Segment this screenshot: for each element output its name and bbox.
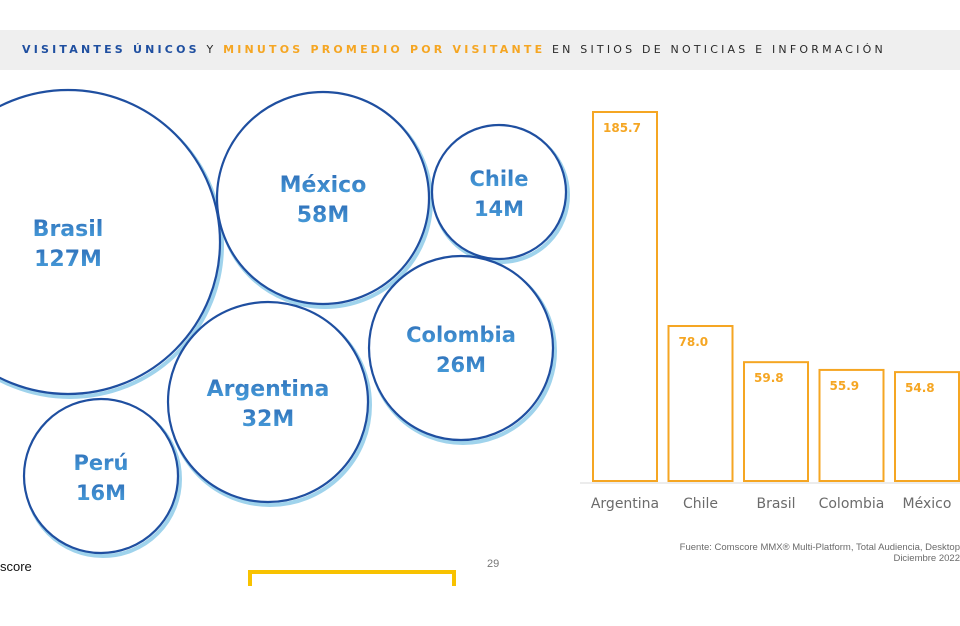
bubble-argentina: Argentina 32M: [166, 300, 372, 507]
x-tick-label: Chile: [683, 496, 718, 512]
title-bar: [0, 30, 960, 70]
bubble-label: Chile: [469, 167, 528, 191]
bubble-value: 58M: [297, 203, 350, 228]
bubble-label: México: [280, 173, 367, 198]
title-suffix: EN SITIOS DE NOTICIAS E INFORMACIÓN: [545, 43, 886, 56]
bubble-label: Brasil: [33, 217, 104, 242]
bar-data-label: 59.8: [754, 371, 784, 385]
bar-data-label: 55.9: [830, 379, 860, 393]
page-number: 29: [487, 558, 500, 570]
page-title: VISITANTES ÚNICOS Y MINUTOS PROMEDIO POR…: [22, 43, 886, 56]
bubble-chile: Chile 14M: [430, 123, 570, 264]
bubble-value: 26M: [436, 353, 486, 377]
bubble-circle: [166, 300, 370, 504]
bar-chile: [667, 325, 734, 483]
x-tick-label: Colombia: [819, 496, 885, 512]
bubble-mexico: México 58M: [215, 90, 433, 309]
source-line-1: Fuente: Comscore MMX® Multi-Platform, To…: [679, 542, 960, 553]
x-tick-label: Argentina: [591, 496, 659, 512]
bubble-label: Argentina: [207, 377, 330, 402]
title-minutes: MINUTOS PROMEDIO POR VISITANTE: [223, 43, 546, 56]
x-tick-label: Brasil: [756, 496, 795, 512]
bar-data-label: 78.0: [679, 335, 709, 349]
bar-colombia: [818, 368, 885, 482]
brand-logo-text: score: [0, 559, 32, 574]
bubble-label: Colombia: [406, 323, 516, 347]
bubble-circle: [367, 254, 555, 442]
source-note: Fuente: Comscore MMX® Multi-Platform, To…: [600, 542, 960, 564]
bubble-value: 16M: [76, 481, 126, 505]
bubble-circle: [22, 397, 180, 555]
bubble-value: 127M: [34, 247, 102, 272]
bubble-value: 14M: [474, 197, 524, 221]
bubble-chart: Brasil 127M México 58M Chile 14M Colombia 26M Ar…: [0, 88, 570, 558]
bubble-peru: Perú 16M: [22, 397, 182, 558]
bar-argentina: [592, 111, 658, 482]
source-line-2: Diciembre 2022: [893, 553, 960, 564]
bubble-circle: [215, 90, 431, 306]
bar-data-label: 185.7: [603, 121, 641, 135]
bar-brasil: [743, 361, 809, 482]
bar-data-label: 54.8: [905, 381, 935, 395]
bubble-circle: [0, 88, 222, 396]
bubble-value: 32M: [242, 407, 295, 432]
bubble-circle: [430, 123, 568, 261]
x-tick-label: México: [903, 496, 952, 512]
title-unique-visitors: VISITANTES ÚNICOS: [22, 43, 200, 56]
bubble-brasil: Brasil 127M: [0, 88, 224, 399]
bubble-label: Perú: [74, 451, 129, 475]
title-connector: Y: [199, 43, 224, 56]
bar-mexico: [894, 371, 960, 483]
bubble-colombia: Colombia 26M: [367, 254, 557, 445]
gold-bracket-decoration: [248, 570, 456, 586]
bar-chart: 185.7 Argentina 78.0 Chile 59.8 Brasil 55.9 Col…: [580, 111, 960, 512]
